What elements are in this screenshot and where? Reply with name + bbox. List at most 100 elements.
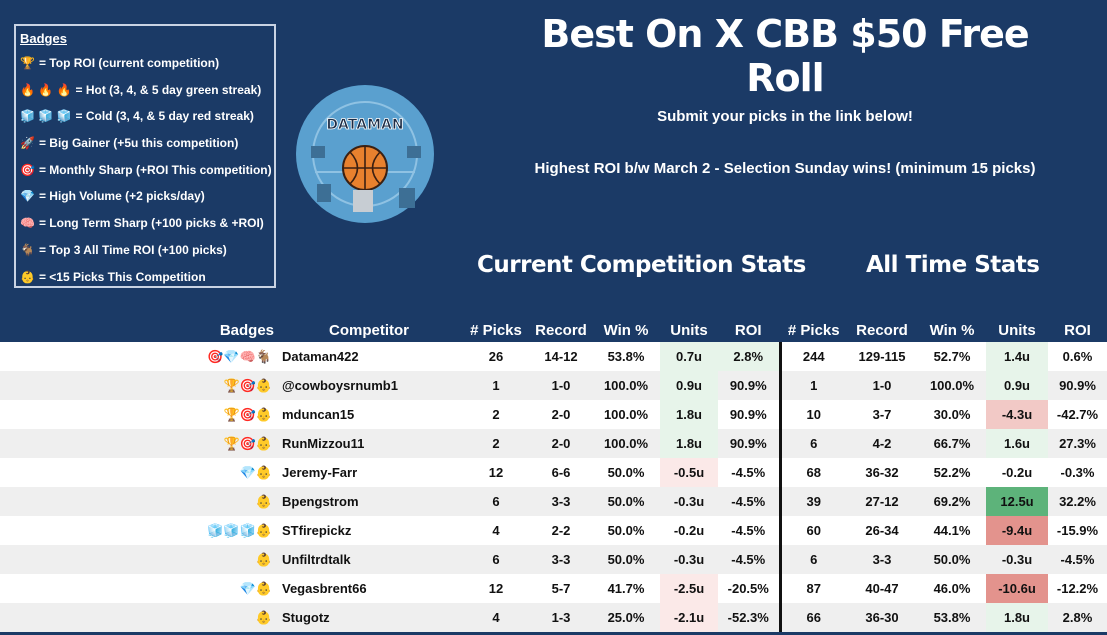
alltime-record-cell: 36-30 [846,603,918,632]
leaderboard: Badges Competitor # Picks Record Win % Units R… [0,318,1107,632]
column-header[interactable]: Units [670,321,708,339]
badge-legend-item: 🚀 = Big Gainer (+5u this competition) [20,130,274,157]
row-badges: 🏆🎯👶 [0,371,276,400]
alltime-picks-cell: 10 [778,400,846,429]
alltime-picks-cell: 6 [778,545,846,574]
table-body: 🎯💎🧠🐐 Dataman422 26 14-12 53.8% 0.7u 2.8% 244 129… [0,342,1107,632]
badge-legend-item: 🏆 = Top ROI (current competition) [20,50,274,77]
row-badges: 💎👶 [0,574,276,603]
alltime-units-cell: -10.6u [986,574,1048,603]
badge-legend-label: = <15 Picks This Competition [38,269,206,284]
alltime-picks-cell: 66 [778,603,846,632]
leaderboard-table: Badges Competitor # Picks Record Win % Units R… [0,318,1107,632]
badge-icon: 🧠 [20,216,35,231]
row-badges: 🧊🧊🧊👶 [0,516,276,545]
column-header[interactable]: Win % [929,321,975,339]
logo-text: DATAMAN [326,117,403,133]
units-cell: -2.1u [660,603,718,632]
alltime-roi-cell: -4.5% [1048,545,1107,574]
badge-legend-item: 🧊 🧊 🧊 = Cold (3, 4, & 5 day red streak) [20,103,274,130]
badge-legend-item: 🧠 = Long Term Sharp (+100 picks & +ROI) [20,210,274,237]
win-pct-cell: 41.7% [592,574,660,603]
competitor-name: @cowboysrnumb1 [276,371,462,400]
competitor-name: Stugotz [276,603,462,632]
roi-cell: -4.5% [718,487,780,516]
alltime-record-cell: 40-47 [846,574,918,603]
alltime-win-pct-cell: 69.2% [918,487,986,516]
row-badges: 💎👶 [0,458,276,487]
badge-icon: 💎 [20,189,35,204]
alltime-picks-cell: 87 [778,574,846,603]
alltime-picks-cell: 6 [778,429,846,458]
competitor-name: mduncan15 [276,400,462,429]
badge-legend-item: 👶 = <15 Picks This Competition [20,264,274,291]
alltime-roi-cell: 90.9% [1048,371,1107,400]
current-stats-heading: Current Competition Stats [477,252,806,278]
win-pct-cell: 100.0% [592,429,660,458]
alltime-win-pct-cell: 30.0% [918,400,986,429]
table-row[interactable]: 🎯💎🧠🐐 Dataman422 26 14-12 53.8% 0.7u 2.8% 244 129… [0,342,1107,371]
table-row[interactable]: 🏆🎯👶 RunMizzou11 2 2-0 100.0% 1.8u 90.9% 6 4-2 66.… [0,429,1107,458]
alltime-win-pct-cell: 52.7% [918,342,986,371]
header-banner: Badges 🏆 = Top ROI (current competition) 🔥… [14,12,1040,291]
column-header[interactable]: Record [535,321,587,339]
alltime-win-pct-cell: 53.8% [918,603,986,632]
picks-cell: 2 [462,400,530,429]
badge-icon: 🎯 [20,162,35,177]
picks-cell: 1 [462,371,530,400]
badge-legend-label: = Long Term Sharp (+100 picks & +ROI) [38,216,264,231]
competitor-name: Unfiltrdtalk [276,545,462,574]
alltime-units-cell: -0.2u [986,458,1048,487]
column-header[interactable]: Competitor [329,321,409,339]
alltime-units-cell: 1.8u [986,603,1048,632]
badge-icon: 🧊 🧊 🧊 [20,109,72,124]
badge-icon: 👶 [20,269,35,284]
column-header[interactable]: Record [856,321,908,339]
column-header[interactable]: # Picks [470,321,522,339]
badges-legend-title: Badges [20,31,67,46]
alltime-roi-cell: 27.3% [1048,429,1107,458]
alltime-record-cell: 3-3 [846,545,918,574]
table-row[interactable]: 👶 Unfiltrdtalk 6 3-3 50.0% -0.3u -4.5% 6 3-3 50.0… [0,545,1107,574]
table-row[interactable]: 💎👶 Vegasbrent66 12 5-7 41.7% -2.5u -20.5% 87 40-… [0,574,1107,603]
column-header[interactable]: ROI [734,321,762,339]
competitor-name: Dataman422 [276,342,462,371]
win-pct-cell: 100.0% [592,371,660,400]
column-header[interactable]: Win % [603,321,649,339]
page-title: Best On X CBB $50 Free Roll [541,12,1029,100]
table-row[interactable]: 💎👶 Jeremy-Farr 12 6-6 50.0% -0.5u -4.5% 68 36-32… [0,458,1107,487]
record-cell: 3-3 [530,545,592,574]
record-cell: 6-6 [530,458,592,487]
alltime-units-cell: 1.4u [986,342,1048,371]
badge-icon: 🏆 [20,56,35,70]
alltime-record-cell: 26-34 [846,516,918,545]
alltime-win-pct-cell: 46.0% [918,574,986,603]
badge-legend-label: = Top 3 All Time ROI (+100 picks) [38,242,227,257]
units-cell: -0.5u [660,458,718,487]
column-header[interactable]: # Picks [778,318,846,342]
table-row[interactable]: 👶 Stugotz 4 1-3 25.0% -2.1u -52.3% 66 36-30 53.8%… [0,603,1107,632]
badge-legend-label: = Top ROI (current competition) [38,56,220,70]
roi-cell: -4.5% [718,516,780,545]
competitor-name: RunMizzou11 [276,429,462,458]
table-row[interactable]: 🏆🎯👶 @cowboysrnumb1 1 1-0 100.0% 0.9u 90.9% 1 1-0… [0,371,1107,400]
row-badges: 🏆🎯👶 [0,400,276,429]
alltime-win-pct-cell: 100.0% [918,371,986,400]
roi-cell: 90.9% [718,400,780,429]
win-pct-cell: 50.0% [592,458,660,487]
badge-legend-item: 🔥 🔥 🔥 = Hot (3, 4, & 5 day green streak) [20,77,274,104]
column-header[interactable]: ROI [1064,321,1091,339]
row-badges: 🏆🎯👶 [0,429,276,458]
badge-icon: 🚀 [20,136,35,151]
units-cell: -0.3u [660,545,718,574]
units-cell: -0.3u [660,487,718,516]
picks-cell: 4 [462,516,530,545]
table-row[interactable]: 🧊🧊🧊👶 STfirepickz 4 2-2 50.0% -0.2u -4.5% 60 26-3… [0,516,1107,545]
column-header[interactable]: Units [998,321,1036,339]
table-row[interactable]: 👶 Bpengstrom 6 3-3 50.0% -0.3u -4.5% 39 27-12 69.… [0,487,1107,516]
badge-legend-label: = High Volume (+2 picks/day) [38,189,205,204]
alltime-units-cell: -9.4u [986,516,1048,545]
table-row[interactable]: 🏆🎯👶 mduncan15 2 2-0 100.0% 1.8u 90.9% 10 3-7 30.0… [0,400,1107,429]
column-header[interactable]: Badges [219,321,274,339]
win-pct-cell: 53.8% [592,342,660,371]
